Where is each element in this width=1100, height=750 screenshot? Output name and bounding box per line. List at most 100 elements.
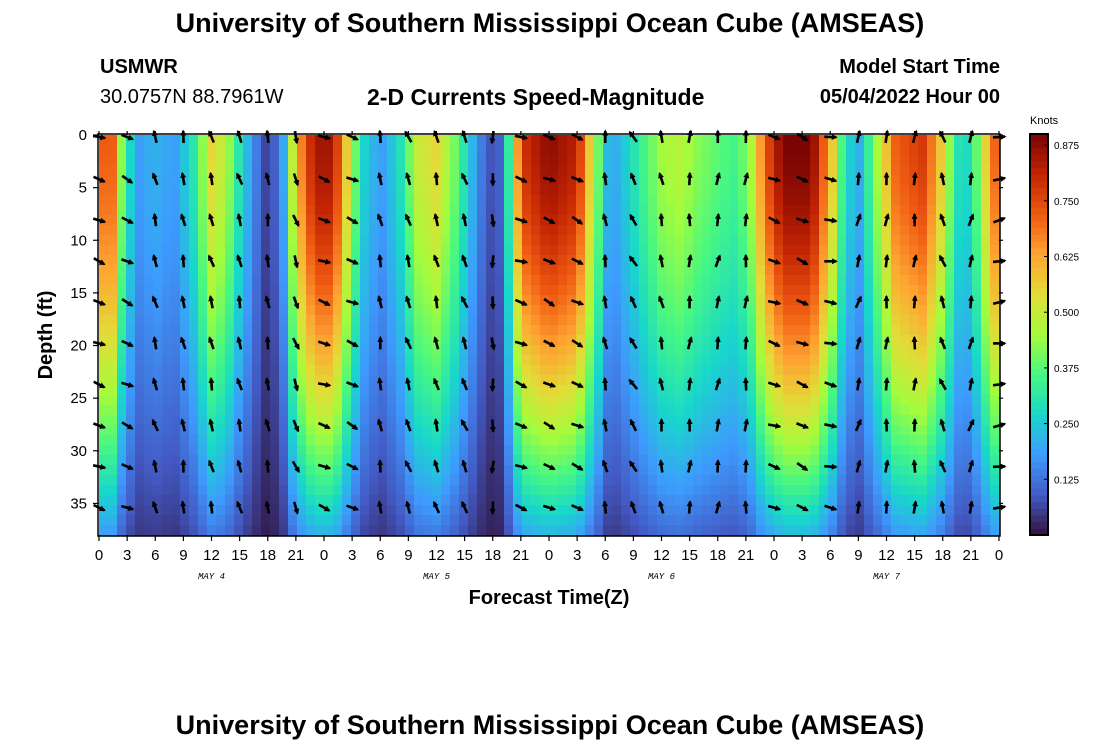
heatmap-cell (288, 315, 298, 326)
heatmap-cell (423, 235, 433, 246)
current-vector (346, 381, 360, 388)
heatmap-cell (558, 345, 568, 356)
heatmap-cell (324, 225, 334, 236)
heatmap-cell (171, 165, 181, 176)
heatmap-cell (459, 265, 469, 276)
heatmap-cell (297, 495, 307, 506)
heatmap-cell (513, 155, 523, 166)
heatmap-cell (909, 185, 919, 196)
heatmap-cell (522, 205, 532, 216)
heatmap-cell (144, 365, 154, 376)
heatmap-cell (333, 215, 343, 226)
heatmap-cell (684, 205, 694, 216)
heatmap-cell (774, 475, 784, 486)
heatmap-cell (171, 455, 181, 466)
heatmap-cell (405, 315, 415, 326)
heatmap-cell (135, 255, 145, 266)
heatmap-cell (819, 295, 829, 306)
current-vector (686, 212, 693, 227)
heatmap-cell (693, 395, 703, 406)
heatmap-cell (315, 395, 325, 406)
heatmap-cell (252, 445, 262, 456)
heatmap-cell (108, 415, 118, 426)
heatmap-cell (396, 315, 406, 326)
heatmap-cell (648, 435, 658, 446)
heatmap-cell (765, 355, 775, 366)
heatmap-cell (306, 205, 316, 216)
heatmap-cell (621, 135, 631, 146)
heatmap-cell (801, 185, 811, 196)
current-vector (292, 501, 300, 515)
heatmap-cell (900, 415, 910, 426)
heatmap-cell (333, 475, 343, 486)
heatmap-cell (990, 475, 1000, 486)
heatmap-cell (135, 195, 145, 206)
heatmap-cell (909, 445, 919, 456)
heatmap-cell (801, 315, 811, 326)
heatmap-cell (846, 225, 856, 236)
heatmap-cell (216, 365, 226, 376)
heatmap-cell (279, 305, 289, 316)
heatmap-cell (369, 445, 379, 456)
heatmap-cell (531, 325, 541, 336)
heatmap-cell (432, 205, 442, 216)
heatmap-cell (729, 205, 739, 216)
heatmap-cell (450, 275, 460, 286)
heatmap-cell (126, 355, 136, 366)
heatmap-cell (405, 385, 415, 396)
heatmap-cell (135, 285, 145, 296)
heatmap-cell (873, 405, 883, 416)
heatmap-cell (918, 295, 928, 306)
heatmap-cell (171, 525, 181, 536)
heatmap-cell (702, 495, 712, 506)
heatmap-cell (936, 405, 946, 416)
current-vector (207, 254, 216, 268)
heatmap-cell (369, 465, 379, 476)
heatmap-cell (783, 215, 793, 226)
heatmap-cell (846, 175, 856, 186)
heatmap-cell (414, 165, 424, 176)
heatmap-cell (855, 525, 865, 536)
heatmap-cell (234, 165, 244, 176)
heatmap-cell (819, 145, 829, 156)
heatmap-cell (216, 215, 226, 226)
heatmap-cell (459, 195, 469, 206)
heatmap-cell (900, 315, 910, 326)
heatmap-cell (675, 155, 685, 166)
heatmap-cell (315, 195, 325, 206)
heatmap-cell (747, 315, 757, 326)
heatmap-cell (342, 465, 352, 476)
heatmap-cell (990, 145, 1000, 156)
heatmap-cell (270, 365, 280, 376)
heatmap-cell (855, 175, 865, 186)
heatmap-cell (783, 465, 793, 476)
heatmap-cell (234, 515, 244, 526)
heatmap-cell (648, 325, 658, 336)
heatmap-cell (558, 175, 568, 186)
heatmap-cell (558, 385, 568, 396)
heatmap-cell (270, 155, 280, 166)
heatmap-cell (711, 345, 721, 356)
current-vector (93, 503, 106, 512)
heatmap-cell (747, 275, 757, 286)
heatmap-cell (846, 395, 856, 406)
heatmap-cell (315, 485, 325, 496)
heatmap-cell (108, 395, 118, 406)
heatmap-cell (972, 255, 982, 266)
heatmap-cell (288, 405, 298, 416)
heatmap-cell (279, 265, 289, 276)
heatmap-cell (864, 195, 874, 206)
heatmap-cell (144, 385, 154, 396)
heatmap-cell (756, 235, 766, 246)
heatmap-cell (603, 275, 613, 286)
heatmap-cell (189, 515, 199, 526)
heatmap-cell (900, 165, 910, 176)
heatmap-cell (504, 195, 514, 206)
heatmap-cell (594, 435, 604, 446)
colorbar-segment (1030, 474, 1048, 483)
current-vector (883, 377, 890, 391)
heatmap-cell (414, 485, 424, 496)
heatmap-cell (297, 525, 307, 536)
current-vector (686, 500, 693, 514)
heatmap-cell (846, 355, 856, 366)
